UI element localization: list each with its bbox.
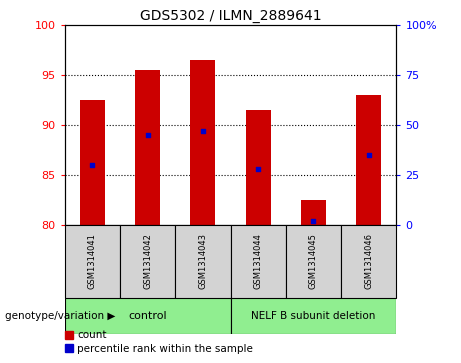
Text: NELF B subunit deletion: NELF B subunit deletion: [251, 311, 376, 321]
Text: GSM1314046: GSM1314046: [364, 233, 373, 289]
Title: GDS5302 / ILMN_2889641: GDS5302 / ILMN_2889641: [140, 9, 321, 23]
Text: GSM1314045: GSM1314045: [309, 233, 318, 289]
Bar: [65, 298, 230, 334]
Bar: [230, 225, 286, 298]
Bar: [286, 225, 341, 298]
Point: [254, 166, 262, 172]
Legend: count, percentile rank within the sample: count, percentile rank within the sample: [60, 326, 257, 358]
Bar: [80, 100, 105, 225]
Bar: [246, 110, 271, 225]
Bar: [341, 225, 396, 298]
Point: [199, 128, 207, 134]
Bar: [175, 225, 230, 298]
Bar: [356, 95, 381, 225]
Bar: [230, 298, 396, 334]
Text: control: control: [128, 311, 167, 321]
Bar: [135, 70, 160, 225]
Text: GSM1314043: GSM1314043: [198, 233, 207, 289]
Text: GSM1314041: GSM1314041: [88, 233, 97, 289]
Bar: [190, 60, 215, 225]
Text: genotype/variation ▶: genotype/variation ▶: [5, 311, 115, 321]
Point: [365, 152, 372, 158]
Bar: [65, 225, 120, 298]
Text: GSM1314044: GSM1314044: [254, 233, 263, 289]
Text: GSM1314042: GSM1314042: [143, 233, 152, 289]
Point: [310, 218, 317, 224]
Point: [89, 162, 96, 168]
Point: [144, 132, 151, 138]
Bar: [120, 225, 175, 298]
Bar: [301, 200, 326, 225]
